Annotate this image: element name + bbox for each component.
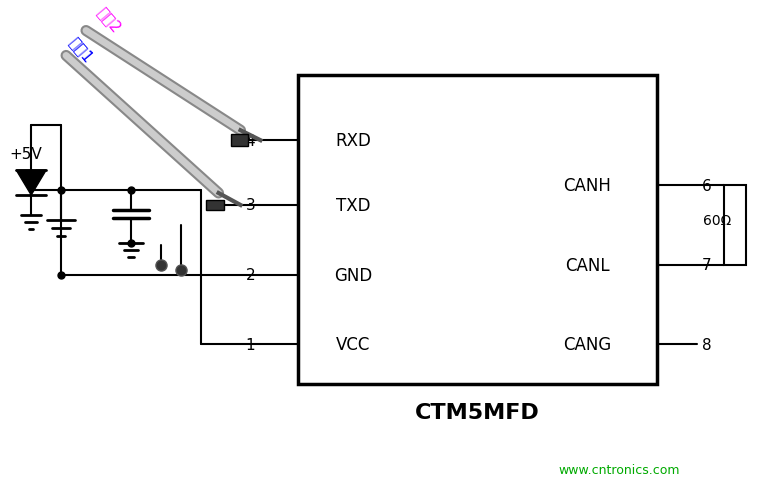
Bar (298, 76, 657, 385)
Bar (205, 201, 224, 210)
Text: CTM5MFD: CTM5MFD (415, 403, 540, 423)
Text: GND: GND (334, 266, 372, 284)
Text: 8: 8 (702, 337, 712, 352)
Text: 7: 7 (702, 258, 712, 273)
Text: CANH: CANH (564, 177, 611, 195)
Text: RXD: RXD (335, 132, 371, 150)
Text: +5V: +5V (10, 146, 42, 162)
Text: CANG: CANG (564, 336, 611, 354)
Text: TXD: TXD (336, 197, 371, 215)
Text: 2: 2 (245, 268, 256, 283)
Text: 6: 6 (702, 178, 712, 193)
Bar (724, 185, 746, 265)
Polygon shape (16, 171, 46, 196)
Text: 3: 3 (245, 198, 256, 213)
Text: CANL: CANL (565, 256, 610, 274)
Text: 4: 4 (245, 133, 256, 148)
Text: VCC: VCC (336, 336, 371, 354)
Bar (231, 135, 249, 147)
Text: 探頭2: 探頭2 (94, 4, 124, 35)
Text: 1: 1 (245, 337, 256, 352)
Text: 探頭1: 探頭1 (66, 34, 96, 65)
Text: www.cntronics.com: www.cntronics.com (558, 463, 680, 476)
Text: 60Ω: 60Ω (703, 213, 731, 227)
